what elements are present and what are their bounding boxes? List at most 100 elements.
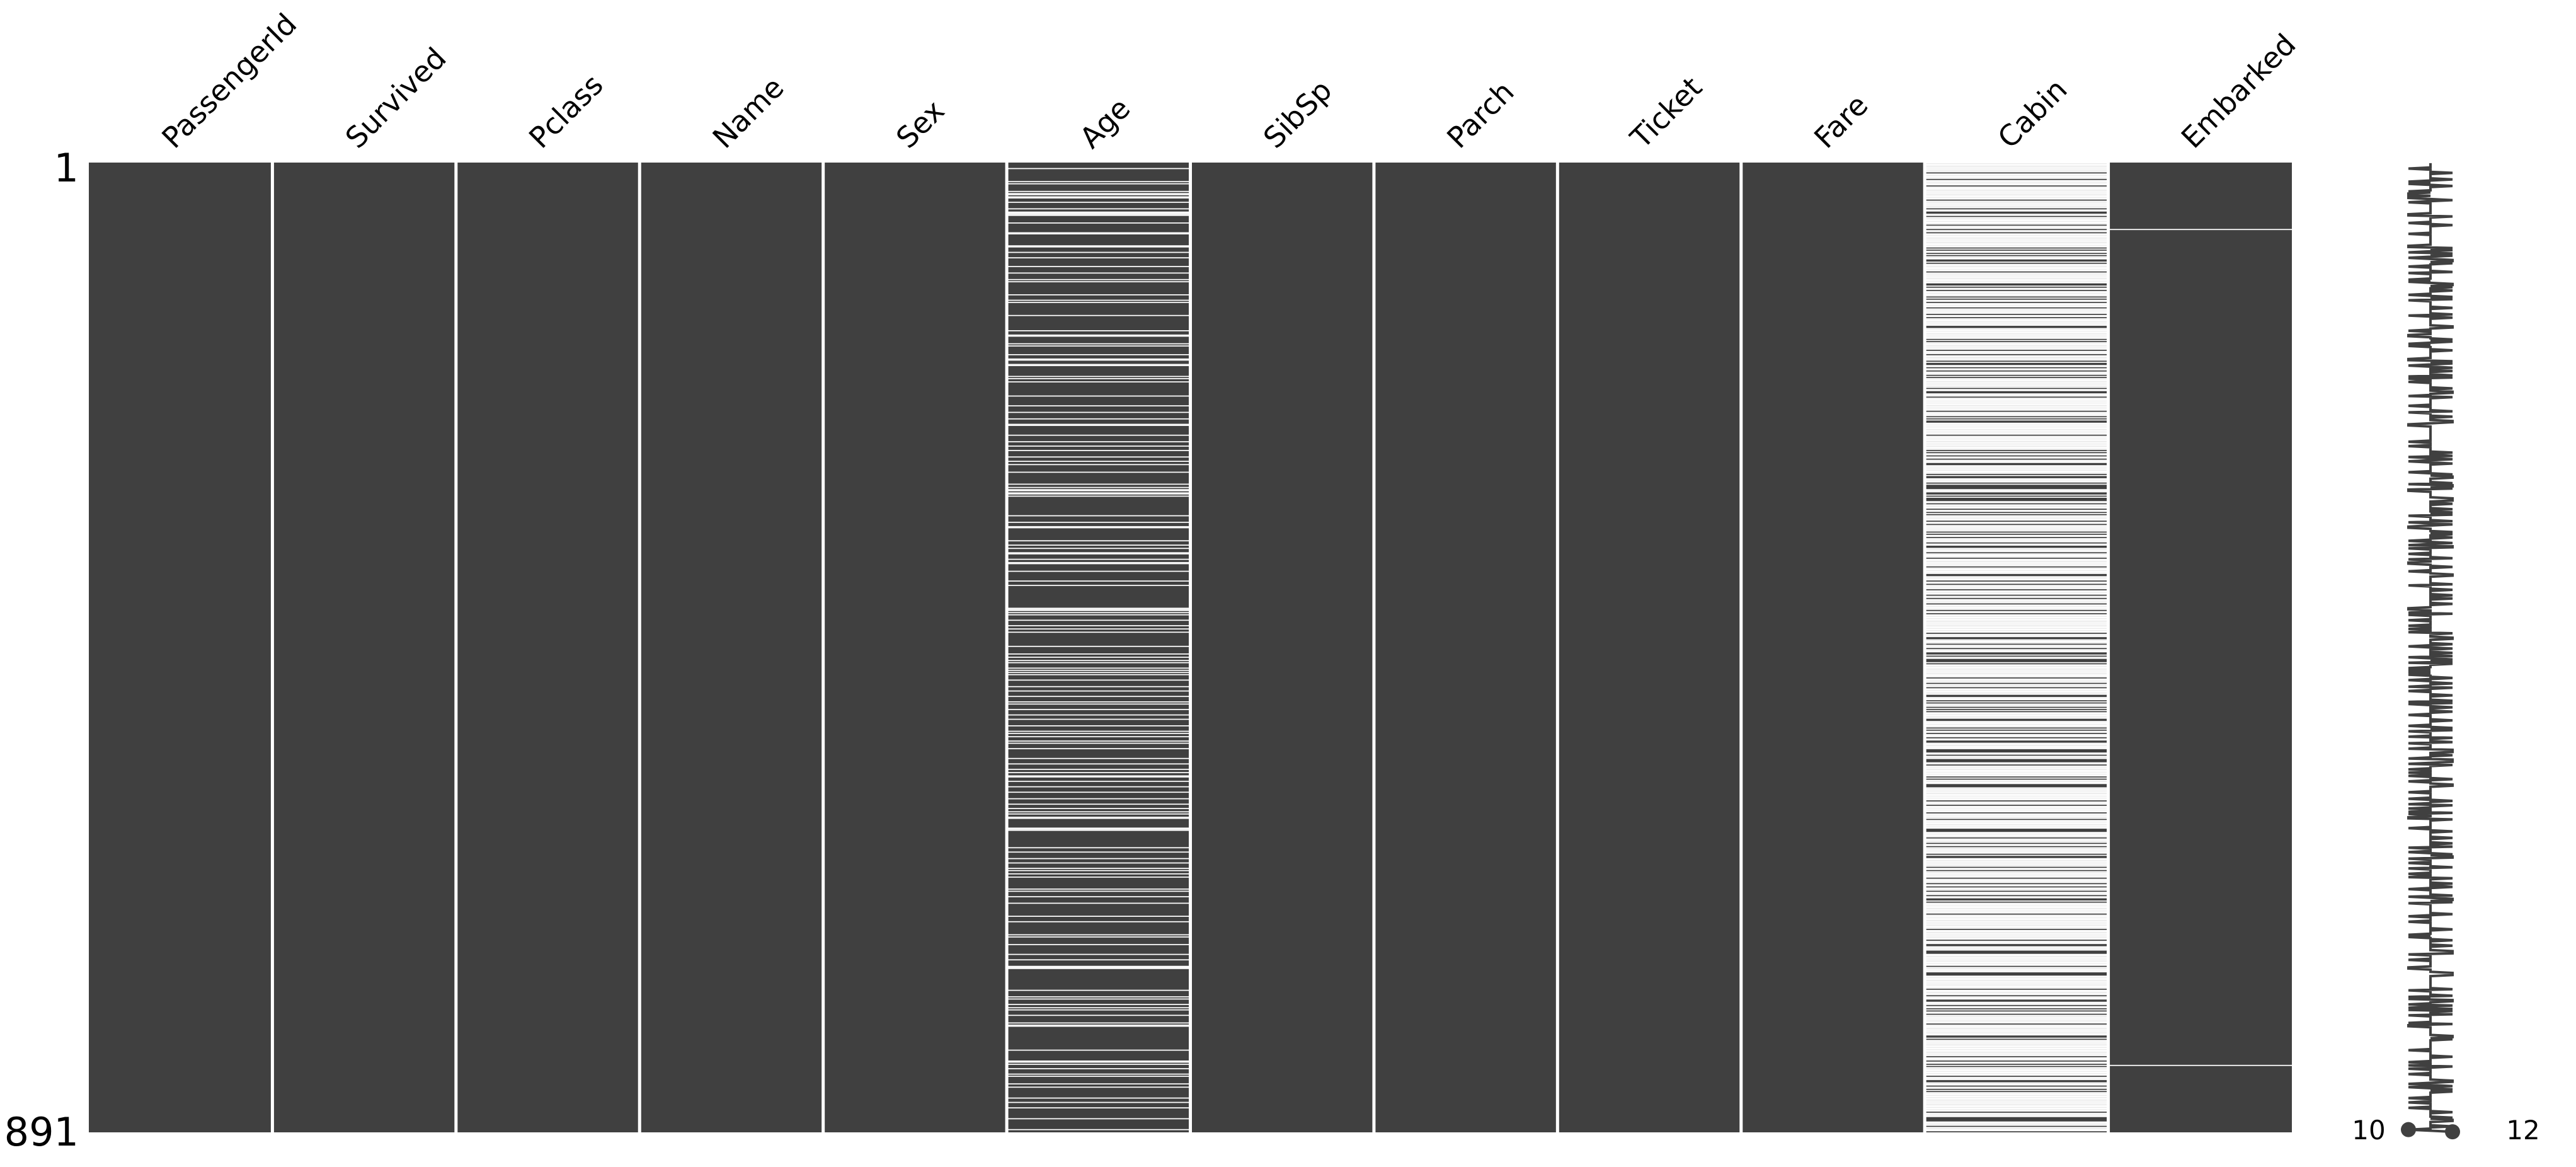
- missing-cell: [1925, 419, 2109, 421]
- missing-cell: [1925, 762, 2109, 764]
- missing-cell: [1007, 493, 1191, 495]
- missing-cell: [1925, 395, 2109, 397]
- missing-cell: [1007, 736, 1191, 737]
- missing-cell: [1925, 810, 2109, 812]
- missing-cell: [1925, 1042, 2109, 1043]
- missing-cell: [1925, 505, 2109, 507]
- missing-cell: [1007, 808, 1191, 809]
- missing-cell: [1925, 878, 2109, 880]
- missing-cell: [1925, 838, 2109, 840]
- missing-cell: [1925, 204, 2109, 205]
- missing-cell: [1925, 931, 2109, 933]
- missing-cell: [1925, 801, 2109, 803]
- missing-cell: [1925, 292, 2109, 294]
- missing-cell: [1925, 723, 2109, 725]
- missing-cell: [1925, 1054, 2109, 1055]
- missing-cell: [1925, 423, 2109, 425]
- missing-cell: [1007, 527, 1191, 529]
- missing-cell: [1007, 359, 1191, 361]
- missing-cell: [1007, 776, 1191, 778]
- missing-cell: [1925, 169, 2109, 171]
- missing-cell: [1007, 686, 1191, 687]
- missing-cell: [1925, 353, 2109, 354]
- missing-cell: [1925, 833, 2109, 834]
- missing-cell: [1925, 732, 2109, 733]
- column-name: [638, 163, 823, 1132]
- missing-cell: [1925, 522, 2109, 523]
- missing-cell: [1925, 406, 2109, 408]
- missing-cell: [1925, 1103, 2109, 1105]
- sparkline-min-label: 10: [2352, 1115, 2385, 1146]
- missing-cell: [1925, 314, 2109, 316]
- missing-cell: [1925, 1068, 2109, 1069]
- missing-cell: [1925, 690, 2109, 692]
- missing-cell: [1925, 251, 2109, 253]
- missing-cell: [1925, 983, 2109, 985]
- missing-cell: [1007, 1064, 1191, 1065]
- missing-cell: [1925, 822, 2109, 824]
- missing-cell: [1007, 194, 1191, 195]
- missing-cell: [1925, 926, 2109, 928]
- missing-cell: [1007, 657, 1191, 658]
- missing-cell: [1007, 672, 1191, 674]
- missing-cell: [1925, 1021, 2109, 1023]
- missing-cell: [1925, 226, 2109, 227]
- missing-cell: [1925, 959, 2109, 961]
- missing-cell: [1925, 991, 2109, 992]
- missing-cell: [1925, 987, 2109, 989]
- missing-cell: [1925, 565, 2109, 566]
- missing-cell: [1925, 745, 2109, 746]
- missing-cell: [1925, 958, 2109, 960]
- missing-cell: [1925, 277, 2109, 279]
- missing-cell: [1925, 908, 2109, 909]
- missing-cell: [1925, 882, 2109, 883]
- missing-cell: [1925, 382, 2109, 384]
- column-label: Ticket: [1623, 70, 1709, 155]
- row-label-last: 891: [4, 1109, 79, 1155]
- missing-cell: [1925, 961, 2109, 963]
- missing-cell: [1007, 798, 1191, 800]
- missing-cell: [1007, 690, 1191, 692]
- missing-cell: [1007, 934, 1191, 936]
- missing-cell: [1925, 507, 2109, 509]
- missing-cell: [1925, 815, 2109, 817]
- column-present-fill: [272, 163, 456, 1132]
- missing-cell: [1925, 670, 2109, 672]
- missing-cell: [1925, 813, 2109, 815]
- missing-cell: [1007, 358, 1191, 360]
- missing-cell: [1925, 1129, 2109, 1130]
- missing-cell: [1925, 572, 2109, 573]
- column-present-fill: [2108, 163, 2292, 1132]
- missing-cell: [1925, 861, 2109, 863]
- missing-cell: [1007, 334, 1191, 336]
- missing-cell: [1925, 198, 2109, 200]
- missing-cell: [1925, 543, 2109, 545]
- missing-cell: [1925, 319, 2109, 321]
- missing-cell: [1007, 279, 1191, 280]
- missing-cell: [1007, 202, 1191, 203]
- missing-cell: [1925, 398, 2109, 400]
- column-parch: [1372, 163, 1558, 1132]
- missing-cell: [1007, 631, 1191, 633]
- missing-cell: [1925, 262, 2109, 263]
- missing-cell: [1007, 811, 1191, 813]
- missing-cell: [1925, 874, 2109, 876]
- missing-cell: [1925, 344, 2109, 346]
- missing-cell: [1007, 302, 1191, 303]
- missing-cell: [1925, 1079, 2109, 1081]
- missing-cell: [1007, 190, 1191, 192]
- missing-cell: [1925, 564, 2109, 566]
- missing-cell: [1925, 1057, 2109, 1059]
- missing-cell: [1925, 318, 2109, 319]
- missing-cell: [1925, 963, 2109, 965]
- missing-cell: [1925, 698, 2109, 699]
- missing-cell: [1925, 649, 2109, 650]
- missing-cell: [1007, 1076, 1191, 1077]
- missing-cell: [1925, 577, 2109, 578]
- missing-cell: [1007, 376, 1191, 377]
- missing-cell: [1925, 473, 2109, 474]
- missing-cell: [1925, 969, 2109, 970]
- missing-cell: [1925, 699, 2109, 701]
- missing-cell: [1925, 627, 2109, 629]
